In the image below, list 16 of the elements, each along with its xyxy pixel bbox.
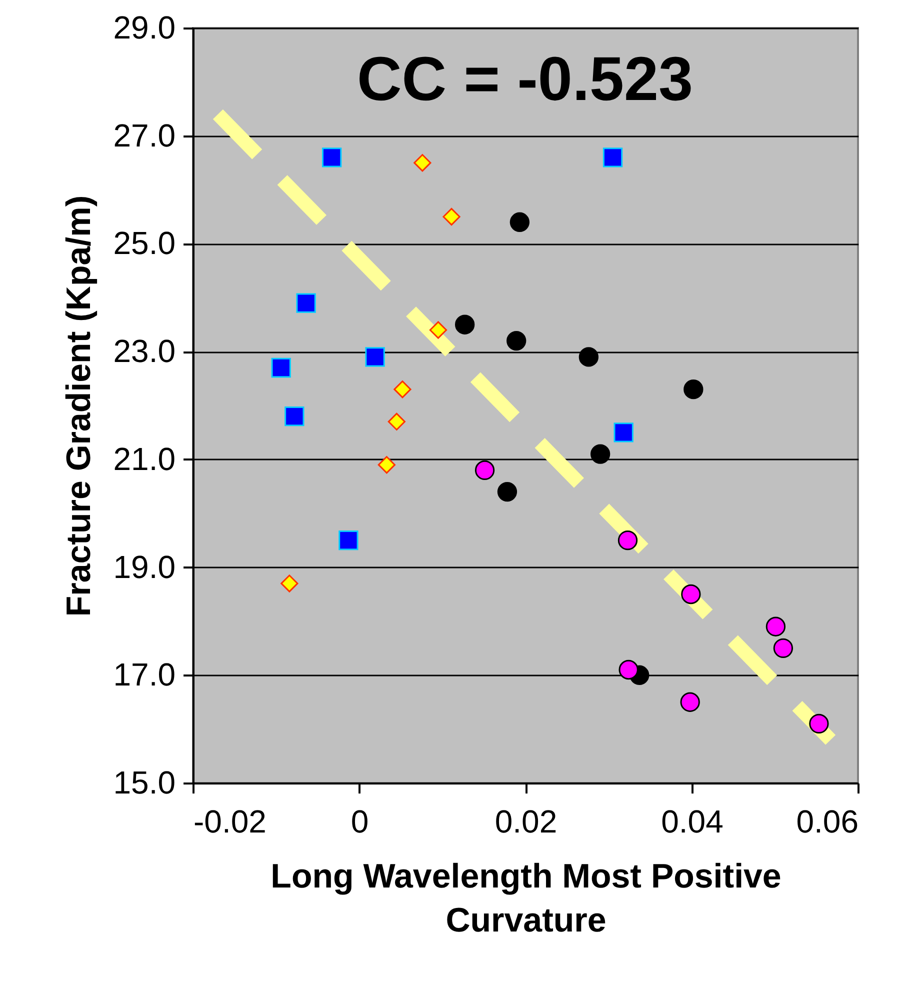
y-tick-label: 19.0 [113, 548, 176, 585]
x-tick-label: 0 [350, 804, 369, 840]
x-tick-label: 0.04 [661, 804, 724, 840]
x-tick-label: 0.02 [494, 804, 558, 840]
x-axis-title: Long Wavelength Most Positive Curvature [270, 858, 782, 940]
y-tick-label: 21.0 [113, 440, 176, 477]
x-tick-label: 0.06 [796, 804, 858, 840]
y-tick-label: 25.0 [113, 225, 176, 262]
y-tick-label: 17.0 [113, 656, 176, 693]
y-tick-label: 15.0 [113, 764, 176, 800]
y-tick-label: 23.0 [113, 333, 176, 370]
y-axis-title: Fracture Gradient (Kpa/m) [60, 195, 98, 617]
x-tick-label: -0.02 [194, 804, 266, 840]
y-tick-label: 27.0 [113, 117, 176, 154]
chart-title: CC = -0.523 [356, 45, 694, 114]
y-tick-label: 29.0 [113, 10, 176, 46]
